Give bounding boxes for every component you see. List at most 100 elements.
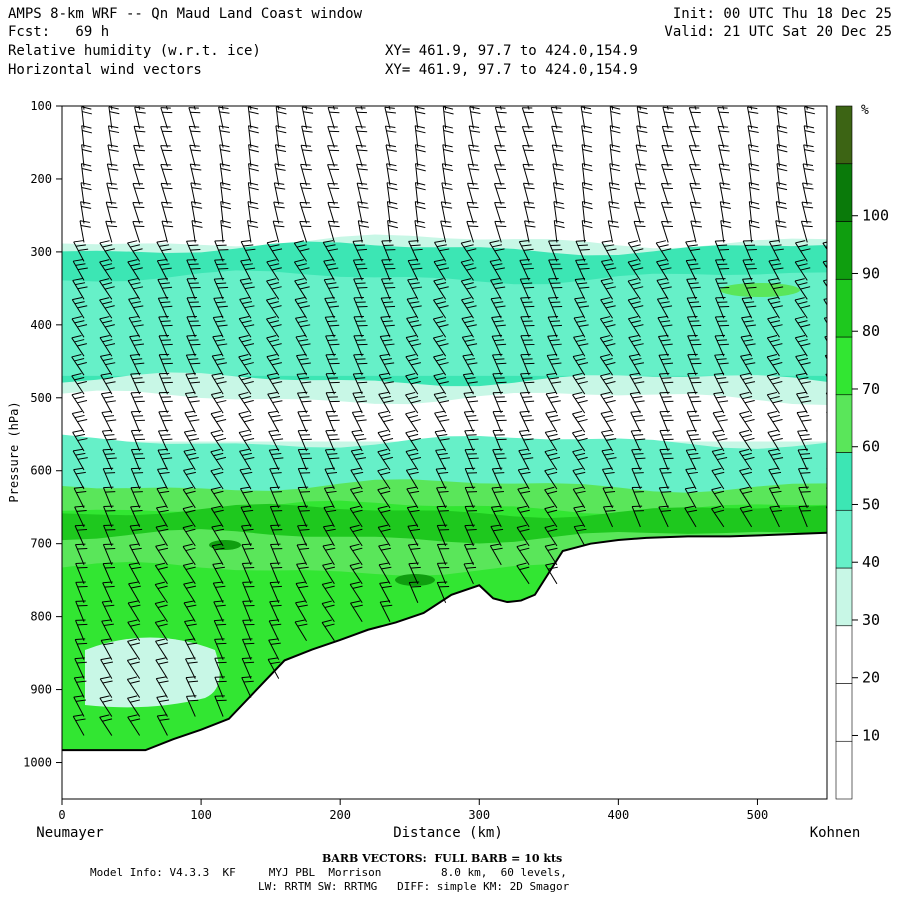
wind-barb-staff xyxy=(193,106,196,110)
wind-barb-flag xyxy=(718,362,729,365)
wind-barb-flag xyxy=(243,244,254,247)
wind-barb-staff xyxy=(352,259,363,281)
wind-barb-flag xyxy=(183,448,194,452)
wind-barb-flag xyxy=(492,244,503,248)
wind-barb-flag xyxy=(359,225,370,228)
wind-barb-flag xyxy=(747,125,758,129)
wind-barb-flag xyxy=(489,259,500,262)
wind-barb-flag xyxy=(551,324,562,327)
wind-barb-flag xyxy=(795,259,806,263)
wind-barb-flag xyxy=(776,182,787,186)
wind-barb-flag xyxy=(106,182,117,185)
wind-barb-flag xyxy=(602,486,613,489)
wind-barb-flag xyxy=(103,562,114,565)
y-tick-label: 1000 xyxy=(23,756,52,770)
wind-barb-flag xyxy=(689,182,700,185)
wind-barb-flag xyxy=(467,362,478,365)
wind-barb-flag xyxy=(211,372,222,376)
wind-barb-staff xyxy=(521,107,530,129)
wind-barb-staff xyxy=(547,297,558,319)
wind-barb-flag xyxy=(271,472,282,474)
wind-barb-staff xyxy=(829,145,835,166)
wind-barb-staff xyxy=(492,411,502,433)
wind-barb-flag xyxy=(294,619,305,623)
wind-barb-staff xyxy=(128,299,141,319)
wind-barb-flag xyxy=(638,93,648,95)
wind-barb-staff xyxy=(659,392,669,414)
wind-barb-flag xyxy=(100,372,111,376)
wind-barb-flag xyxy=(186,585,197,589)
wind-barb-staff xyxy=(219,144,224,167)
wind-barb-flag xyxy=(581,111,592,115)
wind-barb-staff xyxy=(776,106,780,129)
wind-barb-flag xyxy=(777,88,787,90)
wind-barb-staff xyxy=(767,318,780,338)
wind-barb-staff xyxy=(268,449,280,471)
field-label-rh: Relative humidity (w.r.t. ice) xyxy=(8,43,261,59)
wind-barb-flag xyxy=(551,125,562,128)
wind-barb-staff xyxy=(132,202,141,224)
wind-barb-flag xyxy=(575,433,585,438)
wind-barb-staff xyxy=(238,356,252,376)
wind-barb-staff xyxy=(600,413,613,433)
wind-barb-staff xyxy=(718,163,725,186)
wind-barb-staff xyxy=(185,374,196,395)
wind-barb-staff xyxy=(826,449,827,452)
wind-barb-flag xyxy=(494,339,505,342)
wind-barb-flag xyxy=(108,149,119,152)
wind-barb-flag xyxy=(714,471,725,476)
wind-barb-staff xyxy=(214,696,224,717)
wind-barb-flag xyxy=(496,362,507,365)
wind-barb-flag xyxy=(381,377,392,380)
wind-barb-flag xyxy=(187,377,198,380)
wind-barb-staff xyxy=(102,563,113,585)
wind-barb-flag xyxy=(157,566,168,570)
wind-barb-flag xyxy=(186,452,197,456)
wind-barb-flag xyxy=(406,467,417,471)
wind-barb-flag xyxy=(132,491,143,493)
wind-barb-flag xyxy=(127,714,138,718)
wind-barb-flag xyxy=(605,343,616,347)
wind-barb-flag xyxy=(270,486,281,489)
wind-barb-flag xyxy=(216,437,227,442)
wind-barb-flag xyxy=(798,467,809,470)
wind-barb-flag xyxy=(272,248,283,252)
wind-barb-flag xyxy=(266,278,277,282)
colorbar-swatch xyxy=(835,105,853,165)
wind-barb-flag xyxy=(129,334,140,338)
wind-barb-flag xyxy=(266,335,277,339)
wind-barb-staff xyxy=(386,182,391,205)
wind-barb-flag xyxy=(106,419,117,422)
wind-barb-flag xyxy=(191,201,202,205)
wind-barb-flag xyxy=(719,130,730,133)
wind-barb-staff xyxy=(154,584,168,604)
wind-barb-flag xyxy=(519,547,530,552)
wind-barb-flag xyxy=(748,111,759,114)
wind-barb-staff xyxy=(380,297,391,319)
wind-barb-staff xyxy=(155,526,168,547)
wind-barb-flag xyxy=(609,225,620,228)
wind-barb-flag xyxy=(548,396,559,399)
wind-barb-staff xyxy=(241,525,252,547)
wind-barb-staff xyxy=(267,393,280,414)
wind-barb-staff xyxy=(572,413,586,433)
wind-barb-flag xyxy=(408,240,419,242)
wind-barb-staff xyxy=(794,280,808,300)
wind-barb-staff xyxy=(461,318,474,338)
wind-barb-staff xyxy=(214,259,224,281)
wind-barb-flag xyxy=(436,414,447,418)
wind-barb-flag xyxy=(266,316,277,320)
wind-barb-flag xyxy=(135,130,146,133)
wind-barb-flag xyxy=(582,224,593,229)
wind-barb-staff xyxy=(379,601,391,622)
wind-barb-flag xyxy=(321,619,332,623)
wind-barb-staff xyxy=(327,202,335,224)
wind-barb-flag xyxy=(468,419,479,422)
wind-barb-flag xyxy=(685,240,696,243)
wind-barb-flag xyxy=(627,259,638,263)
wind-barb-staff xyxy=(350,602,363,623)
wind-barb-flag xyxy=(100,353,111,357)
wind-barb-staff xyxy=(81,144,85,167)
wind-barb-staff xyxy=(656,298,669,319)
wind-barb-staff xyxy=(435,468,447,490)
